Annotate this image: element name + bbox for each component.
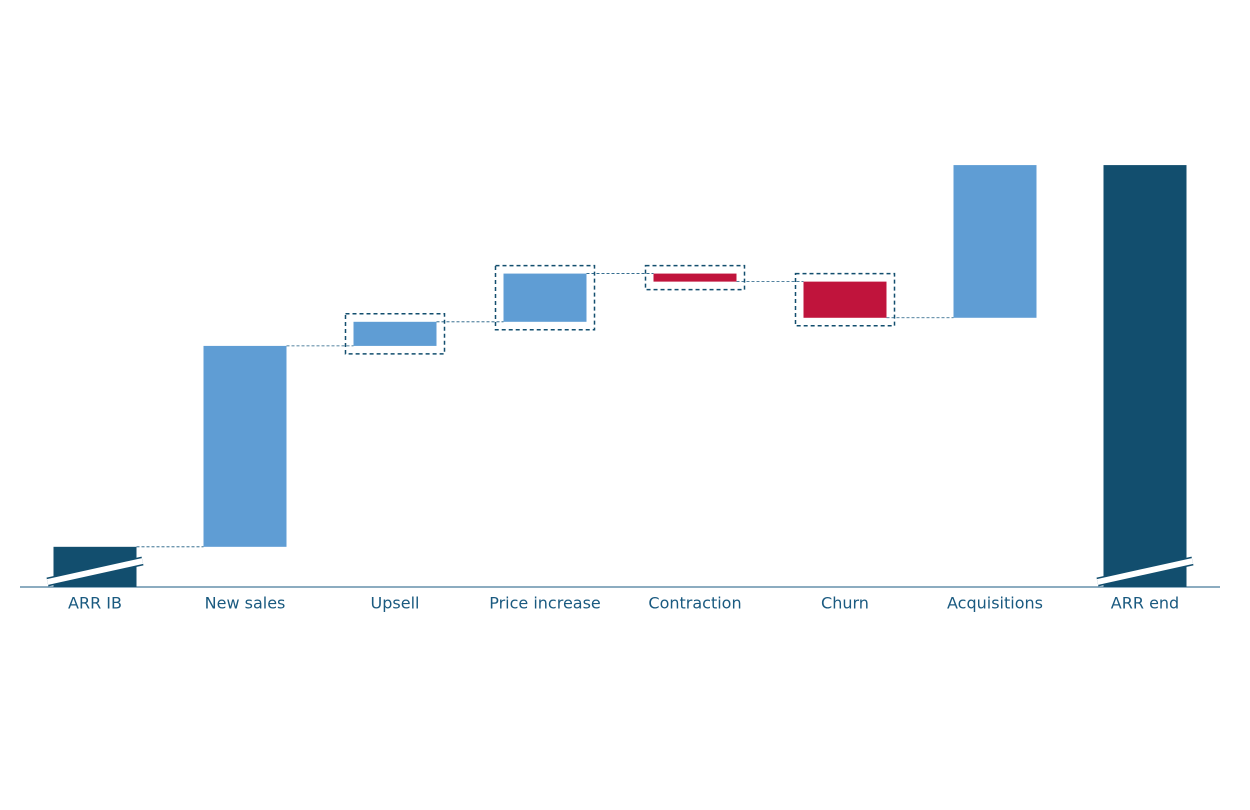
highlight-box — [344, 313, 446, 355]
x-tick-label: New sales — [205, 594, 286, 613]
highlight-box — [494, 264, 596, 331]
highlight-box — [644, 264, 746, 291]
x-tick-label: ARR end — [1111, 594, 1179, 613]
bar — [803, 281, 887, 318]
x-tick-label: Churn — [821, 594, 869, 613]
x-tick-label: Price increase — [489, 594, 601, 613]
x-tick-label: ARR IB — [68, 594, 122, 613]
x-tick-label: Acquisitions — [947, 594, 1043, 613]
bar — [953, 165, 1037, 318]
bar — [353, 321, 437, 346]
x-tick-label: Contraction — [648, 594, 741, 613]
highlight-box — [794, 272, 896, 327]
x-tick-label: Upsell — [371, 594, 420, 613]
bar — [503, 273, 587, 322]
bar — [1103, 165, 1187, 587]
axis-break — [46, 558, 144, 585]
axis-break — [1096, 558, 1194, 585]
bar — [653, 273, 737, 282]
bar — [203, 345, 287, 547]
